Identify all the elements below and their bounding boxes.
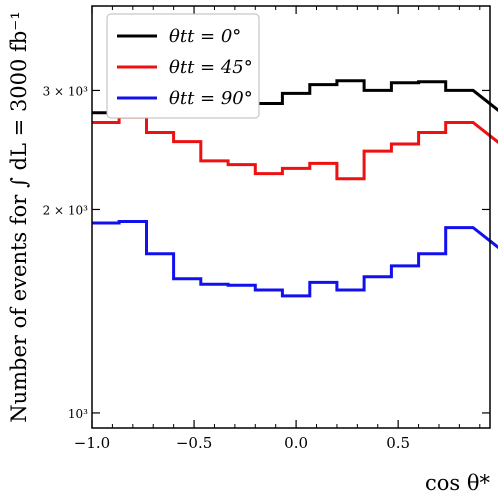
legend-label: θtt = 45° — [169, 57, 253, 78]
legend: θtt = 0° θtt = 45° θtt = 90° — [106, 13, 260, 119]
x-axis-label: cos θ* — [425, 471, 490, 495]
axis-ticks: −1.0 −0.5 0.0 0.5 10³ 2 × 10³ 3 × 10³ — [43, 5, 490, 452]
x-tick-label: −1.0 — [74, 434, 110, 452]
series-line-1 — [92, 115, 498, 181]
y-tick-label: 10³ — [68, 407, 88, 421]
y-axis-label: Number of events for ∫ dL = 3000 fb⁻¹ — [7, 11, 31, 423]
y-tick-label: 2 × 10³ — [43, 203, 89, 217]
legend-label: θtt = 90° — [169, 88, 253, 109]
x-tick-label: 0.0 — [284, 434, 308, 452]
x-tick-label: −0.5 — [176, 434, 212, 452]
legend-label: θtt = 0° — [169, 26, 241, 47]
series-line-2 — [92, 220, 498, 298]
legend-box — [106, 13, 260, 119]
y-tick-label: 3 × 10³ — [43, 84, 89, 98]
plot-frame — [91, 5, 491, 429]
x-tick-label: 0.5 — [386, 434, 410, 452]
